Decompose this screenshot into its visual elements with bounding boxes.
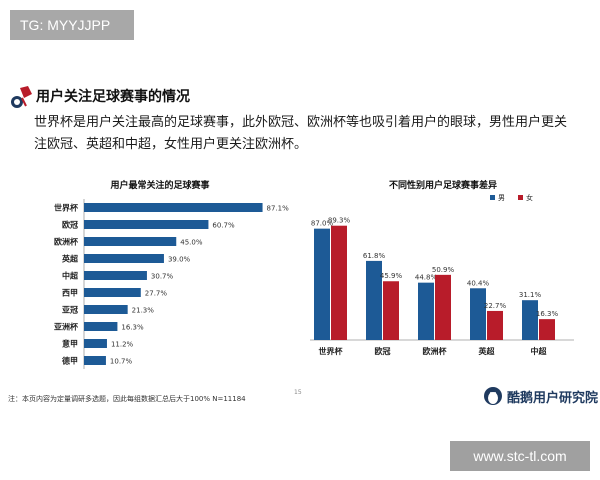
bar	[539, 319, 555, 340]
category-label: 西甲	[62, 289, 78, 298]
value-label: 16.3%	[121, 324, 144, 332]
category-label: 世界杯	[54, 203, 79, 213]
legend-label: 男	[498, 194, 505, 202]
bar	[331, 225, 347, 340]
value-label: 27.7%	[145, 290, 168, 298]
bar	[383, 281, 399, 340]
bar	[84, 220, 209, 229]
popular-events-chart: 用户最常关注的足球赛事 世界杯 87.1% 欧冠 60.7% 欧洲杯 45.0% 英超 39.…	[54, 179, 290, 369]
category-label: 欧冠	[62, 220, 78, 230]
chart-title: 不同性别用户足球赛事差异	[389, 179, 497, 191]
value-label: 16.3%	[536, 310, 559, 318]
bar	[84, 271, 147, 280]
bar	[84, 356, 106, 365]
category-label: 欧洲杯	[423, 346, 448, 356]
legend-swatch	[490, 195, 495, 200]
bar	[470, 288, 486, 340]
bar	[522, 300, 538, 340]
bar	[84, 254, 164, 263]
bar	[487, 310, 503, 340]
bar	[84, 305, 128, 314]
bar	[84, 339, 107, 348]
value-label: 61.8%	[363, 252, 386, 260]
football-player-icon	[11, 86, 32, 108]
penguin-logo-icon	[484, 387, 502, 405]
tg-badge: TG: MYYJJPP	[10, 10, 134, 40]
category-label: 德甲	[62, 356, 78, 366]
value-label: 45.0%	[180, 239, 203, 247]
section-title: 用户关注足球赛事的情况	[36, 89, 190, 105]
value-label: 89.3%	[328, 217, 351, 225]
value-label: 50.9%	[432, 266, 455, 274]
bar	[435, 274, 451, 340]
value-label: 30.7%	[151, 273, 174, 281]
category-label: 欧冠	[375, 346, 391, 356]
value-label: 22.7%	[484, 302, 507, 310]
value-label: 39.0%	[168, 256, 191, 264]
category-label: 英超	[61, 254, 79, 264]
value-label: 87.0%	[311, 220, 334, 228]
bar	[84, 322, 118, 331]
value-label: 31.1%	[519, 291, 542, 299]
category-label: 英超	[478, 346, 496, 356]
category-label: 欧洲杯	[54, 237, 79, 247]
legend-label: 女	[526, 193, 533, 202]
watermark: www.stc-tl.com	[450, 441, 590, 471]
value-label: 10.7%	[110, 358, 133, 366]
category-label: 中超	[531, 346, 548, 356]
category-label: 亚冠	[62, 306, 78, 315]
category-label: 亚洲杯	[54, 322, 79, 332]
value-label: 87.1%	[267, 205, 290, 213]
category-label: 中超	[62, 271, 79, 281]
intro-text: 世界杯是用户关注最高的足球赛事，此外欧冠、欧洲杯等也吸引着用户的眼球，男性用户更…	[34, 115, 568, 152]
category-label: 意甲	[62, 339, 78, 349]
gender-difference-chart: 不同性别用户足球赛事差异 男 女 87.0%89.3% 世界杯 61.8% 45.9% 欧冠…	[310, 179, 574, 356]
value-label: 45.9%	[380, 272, 403, 280]
bar	[366, 260, 382, 340]
value-label: 11.2%	[111, 341, 134, 349]
brand-logo: 酷鹅用户研究院	[483, 384, 598, 408]
brand-name: 酷鹅用户研究院	[507, 390, 599, 406]
bar	[84, 288, 141, 297]
category-label: 世界杯	[319, 346, 344, 356]
value-label: 44.8%	[415, 274, 438, 282]
value-label: 21.3%	[132, 307, 155, 315]
chart-title: 用户最常关注的足球赛事	[109, 179, 209, 191]
legend-swatch	[518, 195, 523, 200]
bar	[418, 282, 434, 340]
bar	[84, 203, 263, 212]
footnote: 注：本页内容为定量调研多选题，因此每组数据汇总后大于100% N=11184	[8, 395, 246, 403]
bar	[314, 228, 330, 340]
bar	[84, 237, 177, 246]
page-number: 15	[294, 389, 302, 396]
value-label: 40.4%	[467, 279, 490, 287]
value-label: 60.7%	[212, 222, 235, 230]
